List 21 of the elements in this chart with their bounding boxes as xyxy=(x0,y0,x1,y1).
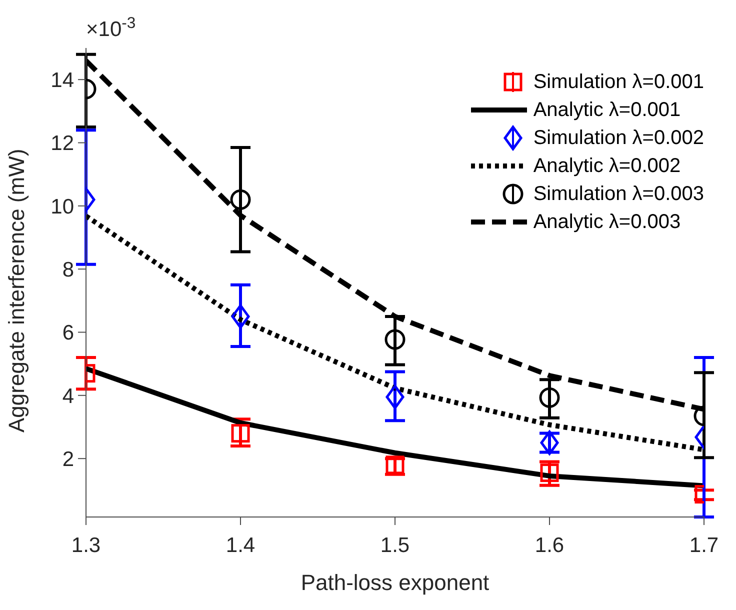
x-tick-label: 1.6 xyxy=(534,534,564,557)
y-tick-label: 4 xyxy=(62,384,74,408)
legend-label: Analytic λ=0.002 xyxy=(533,154,681,178)
text: ×10$^{-3}$ xyxy=(86,14,136,41)
legend-label: Simulation λ=0.002 xyxy=(533,126,704,150)
y-tick-label: 10 xyxy=(50,195,74,218)
x-tick-label: 1.5 xyxy=(380,534,410,557)
y-tick-label: 14 xyxy=(50,69,74,92)
y-tick-label: 8 xyxy=(62,258,74,282)
y-axis-title: Aggregate interference (mW) xyxy=(4,148,29,432)
legend-label: Simulation λ=0.001 xyxy=(533,70,704,94)
legend-label: Analytic λ=0.003 xyxy=(533,210,681,234)
y-tick-label: 12 xyxy=(50,132,74,156)
legend-label: Analytic λ=0.001 xyxy=(533,98,681,122)
x-tick-label: 1.7 xyxy=(689,534,719,557)
x-tick-label: 1.3 xyxy=(71,534,101,557)
y-tick-label: 2 xyxy=(62,448,74,472)
y-tick-label: 6 xyxy=(62,322,74,345)
x-axis-title: Path-loss exponent xyxy=(300,570,490,595)
x-tick-label: 1.4 xyxy=(226,534,256,557)
legend-label: Simulation λ=0.003 xyxy=(533,182,704,206)
